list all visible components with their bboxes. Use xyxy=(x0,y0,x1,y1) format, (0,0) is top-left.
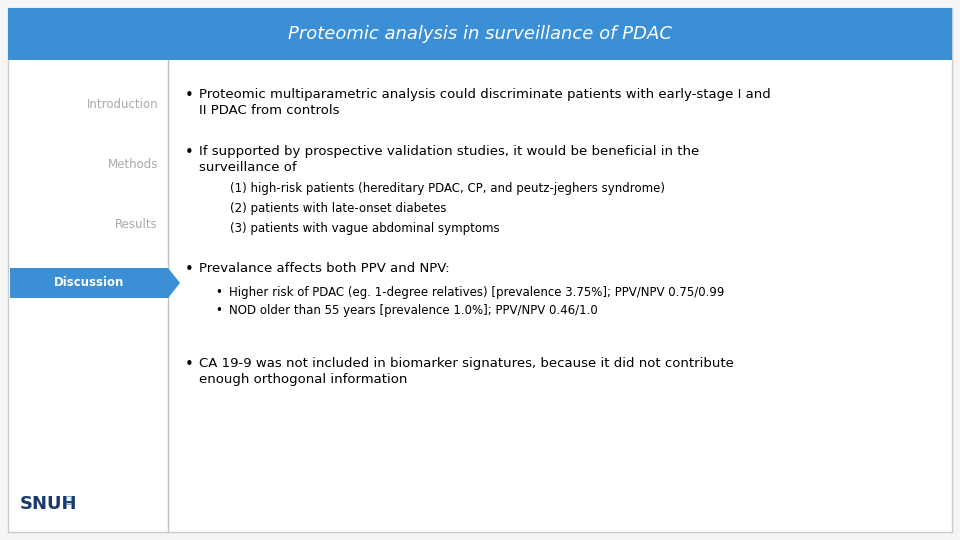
Text: Prevalance affects both PPV and NPV:: Prevalance affects both PPV and NPV: xyxy=(199,262,449,275)
Text: Proteomic multiparametric analysis could discriminate patients with early-stage : Proteomic multiparametric analysis could… xyxy=(199,88,771,101)
Bar xyxy=(10,268,168,298)
Text: surveillance of: surveillance of xyxy=(199,161,297,174)
Text: NOD older than 55 years [prevalence 1.0%]; PPV/NPV 0.46/1.0: NOD older than 55 years [prevalence 1.0%… xyxy=(229,304,598,317)
Polygon shape xyxy=(168,268,180,298)
Text: CA 19-9 was not included in biomarker signatures, because it did not contribute: CA 19-9 was not included in biomarker si… xyxy=(199,357,733,370)
Text: •: • xyxy=(185,262,194,277)
Text: SNUH: SNUH xyxy=(20,495,78,513)
FancyBboxPatch shape xyxy=(8,8,952,532)
Text: enough orthogonal information: enough orthogonal information xyxy=(199,373,407,386)
Text: (3) patients with vague abdominal symptoms: (3) patients with vague abdominal sympto… xyxy=(230,222,499,235)
Text: Proteomic analysis in surveillance of PDAC: Proteomic analysis in surveillance of PD… xyxy=(288,25,672,43)
Text: Results: Results xyxy=(115,219,158,232)
Text: Higher risk of PDAC (eg. 1-degree relatives) [prevalence 3.75%]; PPV/NPV 0.75/0.: Higher risk of PDAC (eg. 1-degree relati… xyxy=(229,286,725,299)
Text: (1) high-risk patients (hereditary PDAC, CP, and peutz-jeghers syndrome): (1) high-risk patients (hereditary PDAC,… xyxy=(230,182,665,195)
Text: (2) patients with late-onset diabetes: (2) patients with late-onset diabetes xyxy=(230,202,446,215)
Text: •: • xyxy=(185,88,194,103)
Text: •: • xyxy=(215,286,222,299)
Text: Ⓡ: Ⓡ xyxy=(66,494,72,504)
Text: If supported by prospective validation studies, it would be beneficial in the: If supported by prospective validation s… xyxy=(199,145,699,158)
Text: •: • xyxy=(185,357,194,372)
Text: Discussion: Discussion xyxy=(54,276,124,289)
Text: II PDAC from controls: II PDAC from controls xyxy=(199,104,340,117)
Text: •: • xyxy=(215,304,222,317)
Bar xyxy=(8,8,952,60)
Text: Introduction: Introduction xyxy=(86,98,158,111)
Text: Methods: Methods xyxy=(108,159,158,172)
Text: •: • xyxy=(185,145,194,160)
